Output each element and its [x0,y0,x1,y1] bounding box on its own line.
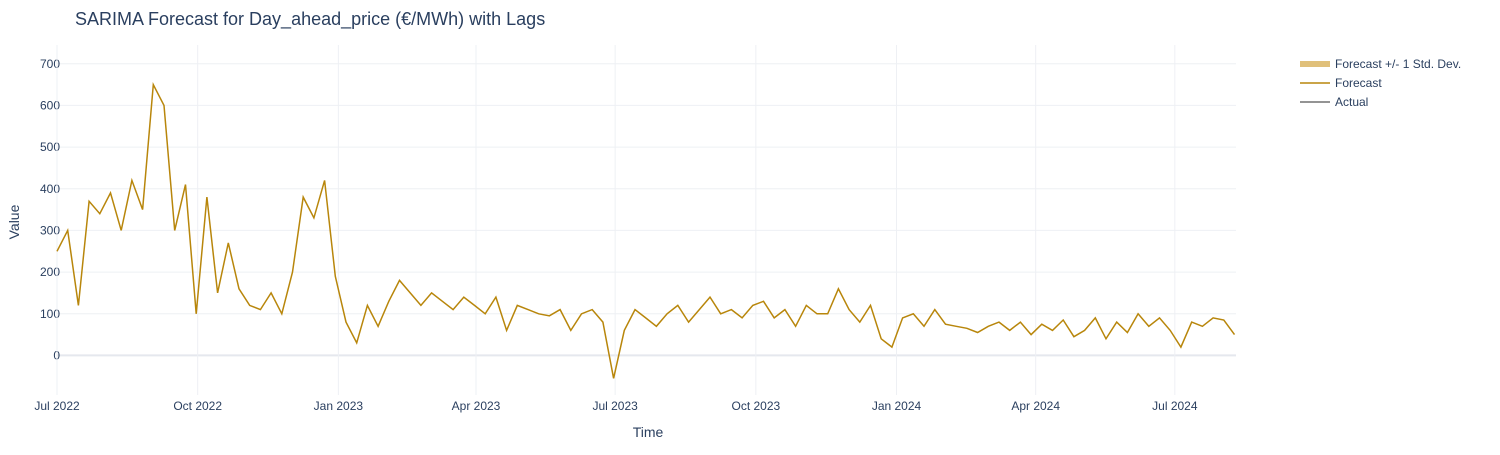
y-tick-label: 200 [40,265,60,279]
y-axis-title: Value [6,204,22,239]
x-tick-label: Jul 2022 [34,399,80,413]
legend-label: Forecast [1335,76,1382,90]
y-tick-label: 500 [40,140,60,154]
x-tick-label: Jan 2023 [314,399,364,413]
legend-label: Forecast +/- 1 Std. Dev. [1335,57,1461,71]
x-tick-label: Jul 2023 [592,399,638,413]
y-tick-label: 400 [40,182,60,196]
x-axis-title: Time [633,424,664,440]
y-tick-label: 100 [40,307,60,321]
legend-label: Actual [1335,95,1368,109]
x-tick-label: Apr 2023 [452,399,501,413]
x-tick-label: Jul 2024 [1152,399,1198,413]
y-tick-label: 700 [40,57,60,71]
chart-title: SARIMA Forecast for Day_ahead_price (€/M… [75,9,545,30]
forecast-line [56,81,1236,379]
x-tick-label: Oct 2023 [731,399,780,413]
x-tick-label: Apr 2024 [1011,399,1060,413]
y-tick-label: 300 [40,223,60,237]
x-tick-label: Jan 2024 [872,399,922,413]
y-tick-label: 600 [40,98,60,112]
x-tick-label: Oct 2022 [173,399,222,413]
